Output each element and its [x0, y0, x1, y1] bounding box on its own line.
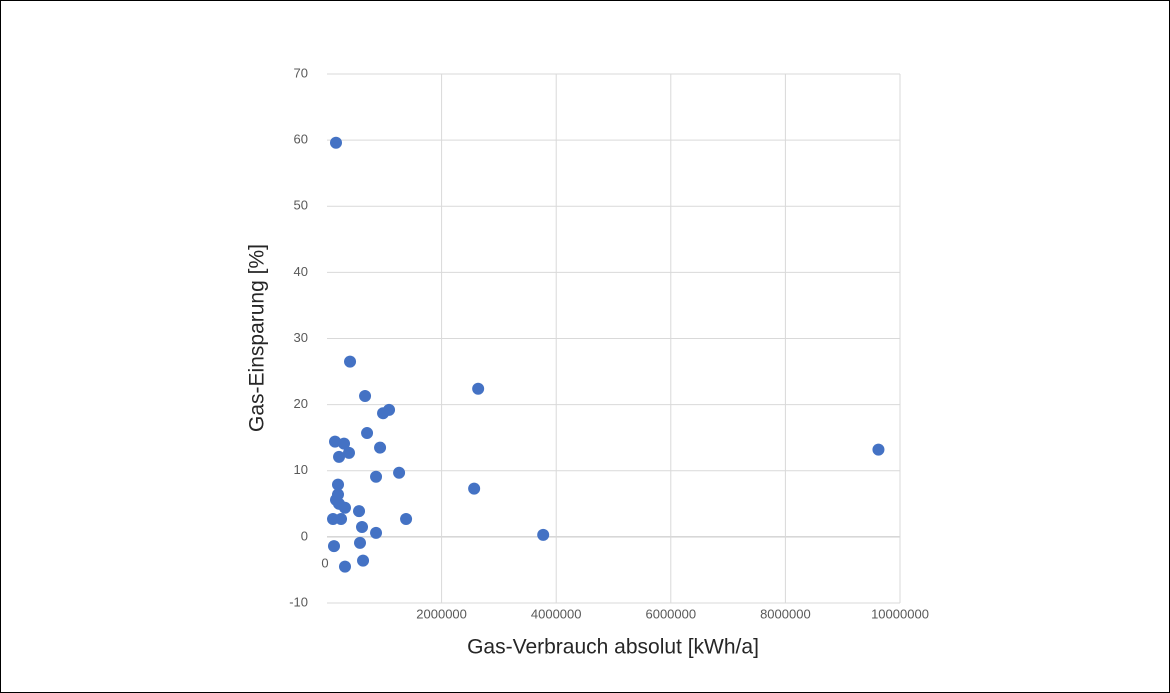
point [333, 450, 346, 463]
x-tick-label: 4000000 [531, 606, 582, 621]
y-tick-label: 40 [294, 264, 308, 279]
x-tick-label: 6000000 [645, 606, 696, 621]
point [335, 513, 348, 526]
x-tick-label: 8000000 [760, 606, 811, 621]
point [393, 466, 406, 479]
x-tick-label: 2000000 [416, 606, 467, 621]
point [344, 355, 357, 368]
y-axis-title: Gas-Einsparung [%] [246, 244, 269, 432]
point [370, 470, 383, 483]
point [357, 554, 370, 567]
x-axis-title: Gas-Verbrauch absolut [kWh/a] [467, 636, 759, 659]
y-tick-label: 60 [294, 132, 308, 147]
point [374, 441, 387, 454]
y-tick-label: 10 [294, 462, 308, 477]
y-tick-label: 0 [301, 528, 308, 543]
point [359, 390, 372, 403]
point [872, 443, 885, 456]
y-tick-label: 30 [294, 330, 308, 345]
point [329, 136, 342, 149]
point [353, 505, 366, 518]
point [468, 482, 481, 495]
point [356, 520, 369, 533]
point [332, 478, 345, 491]
x-tick-label: 0 [321, 555, 328, 570]
y-tick-label: 50 [294, 198, 308, 213]
point [537, 528, 550, 541]
point [400, 513, 413, 526]
point [338, 437, 351, 450]
point [361, 427, 374, 440]
y-tick-label: -10 [289, 594, 308, 609]
point [338, 501, 351, 514]
x-tick-label: 10000000 [871, 606, 929, 621]
point [343, 446, 356, 459]
point [327, 540, 340, 553]
point [338, 560, 351, 573]
point [329, 435, 342, 448]
point [472, 382, 485, 395]
point [354, 536, 367, 549]
y-tick-label: 20 [294, 396, 308, 411]
y-tick-label: 70 [294, 65, 308, 80]
point [377, 407, 390, 420]
point [370, 526, 383, 539]
